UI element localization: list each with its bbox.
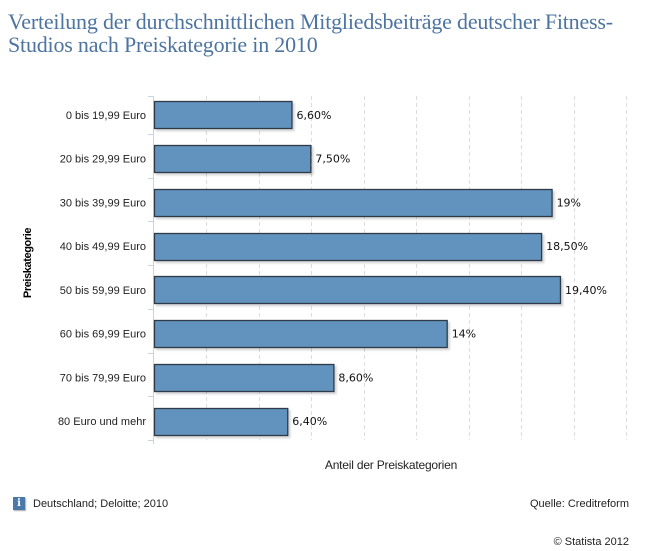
bar[interactable] (153, 363, 335, 393)
bar[interactable] (153, 100, 293, 130)
category-label: 50 bis 59,99 Euro (60, 285, 146, 297)
footer-note-text: Deutschland; Deloitte; 2010 (33, 497, 169, 510)
x-axis-label: Anteil der Preiskategorien (324, 458, 458, 472)
value-label: 14% (452, 328, 476, 341)
category-labels: 0 bis 19,99 Euro 20 bis 29,99 Euro 30 bis … (58, 110, 146, 428)
bar[interactable] (153, 275, 562, 305)
bar[interactable] (153, 144, 312, 174)
info-icon[interactable]: i (13, 497, 25, 510)
value-label: 7,50% (315, 153, 350, 166)
bar[interactable] (153, 232, 543, 262)
bar-chart: 0 bis 19,99 Euro 20 bis 29,99 Euro 30 bis … (58, 96, 627, 444)
value-label: 19% (557, 196, 581, 209)
category-label: 0 bis 19,99 Euro (66, 110, 146, 122)
category-label: 40 bis 49,99 Euro (60, 241, 146, 253)
source-label: Quelle: Creditreform (529, 498, 629, 510)
y-axis-label: Preiskategorie (22, 227, 34, 299)
footer-note: i Deutschland; Deloitte; 2010 (13, 497, 168, 510)
category-label: 80 Euro und mehr (58, 416, 146, 428)
value-label: 6,40% (292, 415, 327, 428)
category-label: 60 bis 69,99 Euro (60, 329, 146, 341)
y-axis (148, 96, 154, 444)
bar[interactable] (153, 319, 448, 349)
category-label: 20 bis 29,99 Euro (60, 154, 146, 166)
value-label: 8,60% (338, 371, 373, 384)
category-label: 70 bis 79,99 Euro (60, 372, 146, 384)
bar[interactable] (153, 407, 289, 437)
category-label: 30 bis 39,99 Euro (60, 197, 146, 209)
value-labels: 6,60% 7,50% 19% 18,50% 19,40% 14% 8,60% 6,40% (292, 109, 607, 428)
copyright-label: © Statista 2012 (553, 536, 629, 548)
bars (153, 100, 562, 437)
value-label: 18,50% (546, 240, 588, 253)
value-label: 6,60% (296, 109, 331, 122)
value-label: 19,40% (565, 284, 607, 297)
chart-title: Verteilung der durchschnittlichen Mitgli… (8, 9, 613, 57)
bar[interactable] (153, 188, 553, 218)
